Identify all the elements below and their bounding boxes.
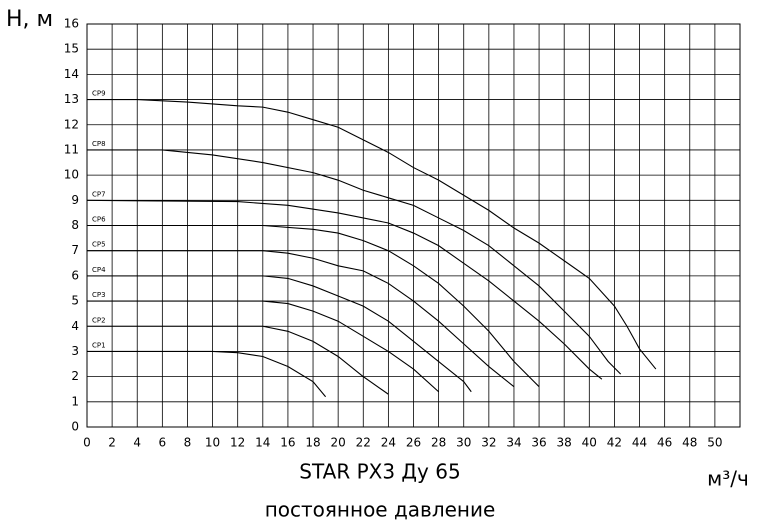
y-tick-label: 13	[64, 92, 79, 106]
y-tick-label: 2	[71, 369, 79, 383]
x-tick-label: 32	[481, 436, 496, 450]
x-tick-label: 16	[280, 436, 295, 450]
pump-curve	[87, 275, 472, 393]
y-tick-label: 3	[71, 344, 79, 358]
x-tick-label: 48	[682, 436, 697, 450]
x-tick-label: 36	[531, 436, 546, 450]
x-tick-label: 4	[133, 436, 141, 450]
y-tick-label: 12	[64, 117, 79, 131]
y-tick-label: 9	[71, 193, 79, 207]
curve-label: CP1	[92, 341, 106, 349]
x-tick-label: 30	[456, 436, 471, 450]
x-tick-label: 12	[230, 436, 245, 450]
y-tick-label: 6	[71, 268, 79, 282]
y-tick-label: 4	[71, 319, 79, 333]
y-tick-label: 5	[71, 294, 79, 308]
y-tick-label: 1	[71, 394, 79, 408]
x-axis-label: м³/ч	[707, 467, 749, 491]
x-tick-label: 24	[381, 436, 396, 450]
pump-curve	[87, 250, 515, 388]
curve-label: CP2	[92, 316, 106, 324]
y-tick-label: 11	[64, 142, 79, 156]
y-axis-label: H, м	[6, 7, 53, 32]
curve-label: CP7	[92, 190, 106, 198]
chart-title: STAR PX3 Ду 65	[299, 460, 460, 484]
x-tick-label: 44	[632, 436, 647, 450]
pump-curve	[87, 350, 327, 398]
x-tick-label: 26	[406, 436, 421, 450]
curve-label: CP8	[92, 140, 106, 148]
curve-label: CP9	[92, 90, 106, 98]
x-tick-label: 22	[356, 436, 371, 450]
y-tick-label: 0	[71, 420, 79, 434]
x-tick-label: 38	[557, 436, 572, 450]
y-tick-label: 15	[64, 42, 79, 56]
x-tick-label: 20	[331, 436, 346, 450]
x-tick-label: 42	[607, 436, 622, 450]
y-tick-label: 10	[64, 168, 79, 182]
x-tick-label: 46	[657, 436, 672, 450]
x-tick-label: 0	[83, 436, 91, 450]
y-tick-label: 7	[71, 243, 79, 257]
x-tick-label: 18	[305, 436, 320, 450]
x-tick-label: 34	[506, 436, 521, 450]
pump-curve	[87, 149, 622, 375]
curve-label: CP5	[92, 241, 106, 249]
x-tick-label: 50	[707, 436, 722, 450]
pump-curve	[87, 224, 540, 388]
x-tick-label: 28	[431, 436, 446, 450]
y-tick-label: 8	[71, 218, 79, 232]
pump-curve	[87, 300, 439, 393]
x-tick-label: 2	[108, 436, 116, 450]
x-tick-label: 14	[255, 436, 270, 450]
curve-label: CP4	[92, 266, 106, 274]
pump-curve	[86, 199, 603, 380]
curve-label: CP6	[92, 216, 106, 224]
pump-curve	[87, 99, 657, 370]
x-tick-label: 6	[159, 436, 167, 450]
x-tick-label: 8	[184, 436, 192, 450]
y-tick-label: 16	[64, 17, 79, 31]
chart-subtitle: постоянное давление	[265, 498, 496, 522]
x-tick-label: 10	[205, 436, 220, 450]
pump-curve	[87, 325, 389, 395]
y-tick-label: 14	[64, 67, 79, 81]
x-tick-label: 40	[582, 436, 597, 450]
curve-label: CP3	[92, 291, 106, 299]
